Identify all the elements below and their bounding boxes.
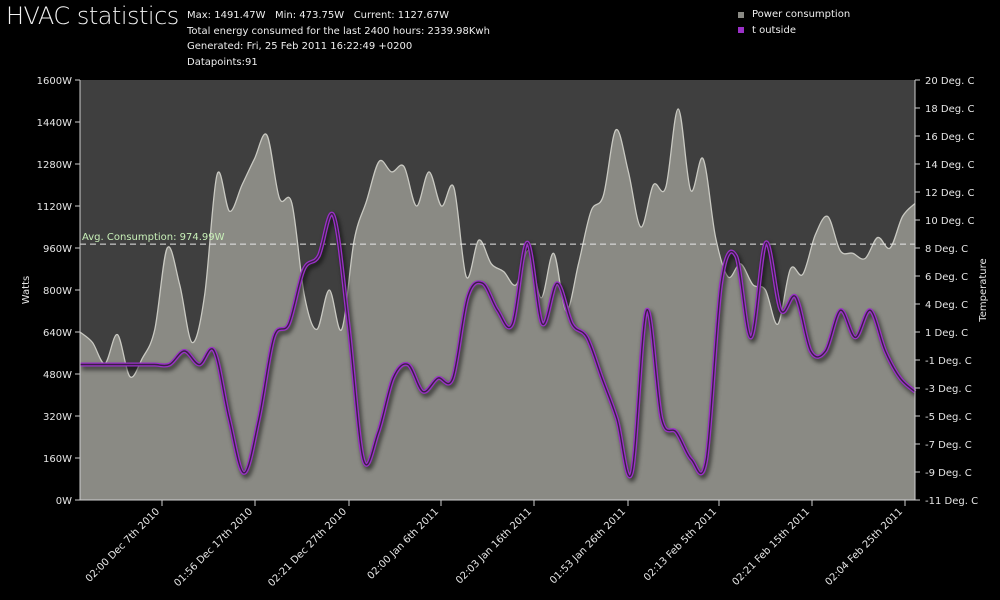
y-right-tick-label: -1 Deg. C bbox=[925, 356, 972, 367]
y-right-tick-label: 4 Deg. C bbox=[925, 300, 968, 311]
y-left-tick-label: 0W bbox=[56, 496, 72, 507]
y-right-tick-label: 8 Deg. C bbox=[925, 244, 968, 255]
y-left-tick-label: 1440W bbox=[37, 118, 72, 129]
y-left-tick-label: 1120W bbox=[37, 202, 72, 213]
legend-item-temperature: t outside bbox=[738, 23, 850, 39]
stats-generated: Generated: Fri, 25 Feb 2011 16:22:49 +02… bbox=[187, 41, 413, 52]
y-right-tick-label: 18 Deg. C bbox=[925, 104, 974, 115]
stats-minmax: Max: 1491.47W Min: 473.75W Current: 1127… bbox=[187, 10, 450, 21]
y-right-tick-label: -11 Deg. C bbox=[925, 496, 978, 507]
y-right-tick-label: -5 Deg. C bbox=[925, 412, 972, 423]
y-right-tick-label: -9 Deg. C bbox=[925, 468, 972, 479]
x-tick-label: 02:13 Feb 5th 2011 bbox=[642, 506, 719, 583]
y-left-tick-label: 320W bbox=[43, 412, 72, 423]
y-left-tick-label: 160W bbox=[43, 454, 72, 465]
y-left-tick-label: 640W bbox=[43, 328, 72, 339]
y-right-tick-label: -7 Deg. C bbox=[925, 440, 972, 451]
y-right-axis-title: Temperature bbox=[978, 258, 989, 322]
y-left-tick-label: 1600W bbox=[37, 76, 72, 87]
legend-label-power: Power consumption bbox=[752, 9, 851, 20]
x-tick-label: 02:03 Jan 16th 2011 bbox=[454, 506, 534, 586]
x-tick-label: 01:53 Jan 26th 2011 bbox=[548, 506, 628, 586]
temperature-line-core bbox=[80, 212, 916, 477]
y-right-tick-label: 6 Deg. C bbox=[925, 272, 968, 283]
x-tick-label: 02:21 Dec 27th 2010 bbox=[266, 506, 349, 589]
power-consumption-line bbox=[79, 108, 916, 378]
y-right-tick-label: 14 Deg. C bbox=[925, 160, 974, 171]
y-left-tick-label: 1280W bbox=[37, 160, 72, 171]
legend-swatch-temperature bbox=[738, 27, 744, 34]
y-left-tick-label: 480W bbox=[43, 370, 72, 381]
stats-panel: Max: 1491.47W Min: 473.75W Current: 1127… bbox=[187, 8, 490, 70]
x-tick-label: 02:00 Dec 7th 2010 bbox=[84, 506, 162, 584]
y-left-tick-label: 800W bbox=[43, 286, 72, 297]
y-right-tick-label: 10 Deg. C bbox=[925, 216, 974, 227]
x-tick-label: 02:04 Feb 25th 2011 bbox=[823, 506, 905, 588]
legend-label-temperature: t outside bbox=[752, 24, 796, 36]
x-tick-label: 01:56 Dec 17th 2010 bbox=[172, 506, 255, 589]
legend-swatch-power bbox=[738, 11, 744, 18]
y-left-axis-title: Watts bbox=[21, 276, 32, 304]
y-right-tick-label: 16 Deg. C bbox=[925, 132, 974, 143]
average-consumption-label: Avg. Consumption: 974.99W bbox=[82, 232, 225, 243]
legend-item-power: Power consumption bbox=[738, 7, 850, 23]
stats-datapoints: Datapoints:91 bbox=[187, 56, 258, 68]
legend: Power consumption t outside bbox=[738, 7, 850, 38]
y-right-tick-label: 12 Deg. C bbox=[925, 188, 974, 199]
x-tick-label: 02:00 Jan 6th 2011 bbox=[366, 506, 442, 582]
y-right-tick-label: -3 Deg. C bbox=[925, 384, 972, 395]
y-right-tick-label: 1 Deg. C bbox=[925, 328, 968, 339]
page-title: HVAC statistics bbox=[6, 2, 179, 30]
y-right-tick-label: 20 Deg. C bbox=[925, 76, 974, 87]
y-left-tick-label: 960W bbox=[43, 244, 72, 255]
x-tick-label: 02:21 Feb 15th 2011 bbox=[730, 506, 812, 588]
stats-total-energy: Total energy consumed for the last 2400 … bbox=[187, 25, 490, 37]
